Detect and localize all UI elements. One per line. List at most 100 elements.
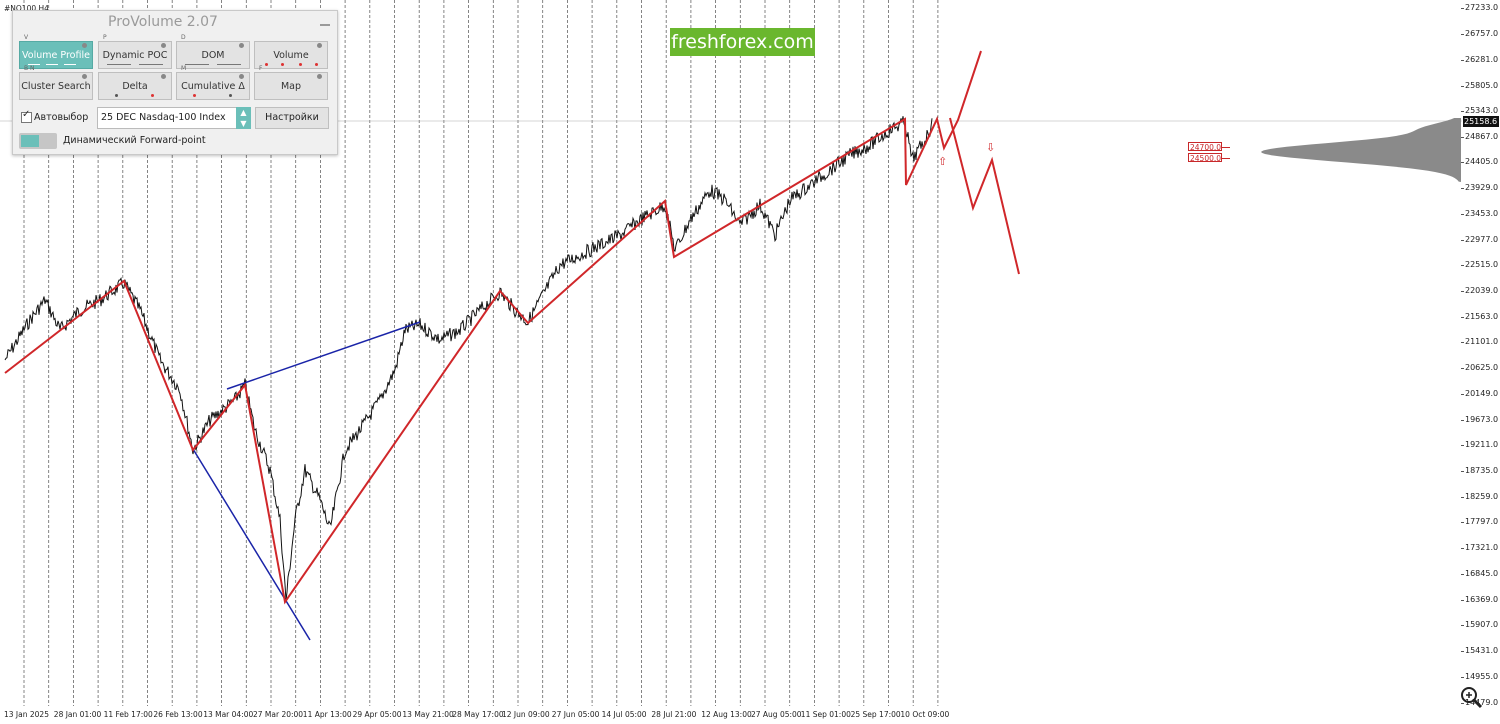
volume-button[interactable]: Volume bbox=[254, 41, 328, 69]
indicator-line bbox=[64, 64, 76, 65]
settings-dot-icon[interactable] bbox=[82, 43, 87, 48]
price-tick-label: 14479.0 bbox=[1460, 698, 1499, 707]
time-tick-label: 29 Apr 05:00 bbox=[352, 710, 402, 719]
time-tick-label: 28 Jan 01:00 bbox=[53, 710, 102, 719]
price-tick-label: 19673.0 bbox=[1460, 414, 1499, 424]
provolume-panel[interactable]: ProVolume 2.07 V Volume Profile P Dynami… bbox=[12, 10, 338, 155]
time-tick-label: 10 Oct 09:00 bbox=[900, 710, 950, 719]
button-label: Volume Profile bbox=[22, 50, 90, 61]
settings-dot-icon[interactable] bbox=[239, 74, 244, 79]
button-label: Delta bbox=[122, 81, 148, 92]
settings-dot-icon[interactable] bbox=[161, 43, 166, 48]
price-tick-label: 22515.0 bbox=[1460, 260, 1499, 270]
forward-point-toggle[interactable] bbox=[19, 133, 57, 149]
forward-point-label: Динамический Forward-point bbox=[63, 135, 206, 146]
price-tick-label: 26757.0 bbox=[1460, 28, 1499, 38]
settings-button[interactable]: Настройки bbox=[255, 107, 329, 129]
zoom-icon[interactable] bbox=[1458, 684, 1484, 710]
price-tick-label: 15431.0 bbox=[1460, 646, 1499, 656]
autoselect-checkbox[interactable]: Автовыбор bbox=[21, 109, 89, 123]
price-tick-label: 26281.0 bbox=[1460, 54, 1499, 64]
volume-profile-button[interactable]: V Volume Profile bbox=[19, 34, 93, 69]
time-tick-label: 13 May 21:00 bbox=[402, 710, 454, 719]
down-arrow-icon: ⇩ bbox=[986, 141, 995, 154]
level-label-upper[interactable]: 24700.0 bbox=[1188, 142, 1222, 152]
up-arrow-icon: ⇧ bbox=[938, 155, 947, 168]
price-tick-label: 22977.0 bbox=[1460, 234, 1499, 244]
indicator-line bbox=[185, 64, 209, 65]
red-marker bbox=[151, 94, 154, 97]
level-marker-upper bbox=[1222, 147, 1230, 148]
price-tick-label: 24867.0 bbox=[1460, 131, 1499, 141]
marker bbox=[115, 94, 118, 97]
time-tick-label: 12 Aug 13:00 bbox=[701, 710, 752, 719]
settings-dot-icon[interactable] bbox=[317, 74, 322, 79]
hotkey-label: M bbox=[181, 65, 187, 72]
price-tick-label: 18259.0 bbox=[1460, 492, 1499, 502]
red-marker bbox=[193, 94, 196, 97]
indicator-line bbox=[107, 64, 131, 65]
cluster-search-button[interactable]: B N Cluster Search bbox=[19, 65, 93, 100]
chevron-updown-icon[interactable]: ▲ ▼ bbox=[236, 107, 251, 129]
toggle-knob bbox=[21, 135, 39, 147]
time-tick-label: 26 Feb 13:00 bbox=[153, 710, 203, 719]
watermark: freshforex.com bbox=[670, 28, 815, 56]
price-tick-label: 19211.0 bbox=[1460, 440, 1499, 450]
price-tick-label: 17321.0 bbox=[1460, 543, 1499, 553]
price-series bbox=[4, 116, 933, 601]
dynamic-poc-button[interactable]: P Dynamic POC bbox=[98, 34, 172, 69]
current-price-label: 25158.6 bbox=[1463, 116, 1499, 127]
price-tick-label: 16845.0 bbox=[1460, 569, 1499, 579]
price-tick-label: 25343.0 bbox=[1460, 105, 1499, 115]
hotkey-label: D bbox=[181, 34, 186, 41]
hotkey-label: F bbox=[259, 65, 263, 72]
hotkey-label: P bbox=[103, 34, 107, 41]
time-tick-label: 13 Jan 2025 bbox=[4, 710, 49, 719]
price-tick-label: 15907.0 bbox=[1460, 620, 1499, 630]
indicator-line bbox=[46, 64, 58, 65]
price-tick-label: 24405.0 bbox=[1460, 157, 1499, 167]
button-label: DOM bbox=[201, 50, 225, 61]
settings-dot-icon[interactable] bbox=[82, 74, 87, 79]
price-tick-label: 25805.0 bbox=[1460, 80, 1499, 90]
indicator-line bbox=[28, 64, 40, 65]
price-tick-label: 21563.0 bbox=[1460, 311, 1499, 321]
price-tick-label: 23453.0 bbox=[1460, 208, 1499, 218]
price-axis[interactable]: 27233.0 26757.0 26281.0 25805.0 25343.0 24867… bbox=[1460, 0, 1500, 724]
button-label: Map bbox=[280, 81, 302, 92]
button-label: Dynamic POC bbox=[102, 50, 168, 61]
button-label: Volume bbox=[273, 50, 309, 61]
minimize-icon[interactable] bbox=[319, 17, 331, 27]
button-label: Cluster Search bbox=[21, 81, 91, 92]
zigzag-wave bbox=[4, 50, 982, 605]
map-button[interactable]: F Map bbox=[254, 65, 328, 100]
dom-button[interactable]: D DOM bbox=[176, 34, 250, 69]
delta-button[interactable]: Delta bbox=[98, 72, 172, 100]
level-label-lower[interactable]: 24500.0 bbox=[1188, 153, 1222, 163]
time-axis[interactable]: 13 Jan 2025 28 Jan 01:00 11 Feb 17:00 26 Fe… bbox=[0, 706, 1462, 724]
trendline-lower bbox=[192, 448, 311, 641]
symbol-label: #NQ100,H4 bbox=[4, 4, 49, 13]
indicator-line bbox=[139, 64, 163, 65]
volume-profile-histogram bbox=[1261, 118, 1461, 182]
price-tick-label: 23929.0 bbox=[1460, 183, 1499, 193]
time-tick-label: 27 Mar 20:00 bbox=[253, 710, 304, 719]
trendline-upper bbox=[226, 321, 421, 390]
hotkey-label: V bbox=[24, 34, 29, 41]
price-tick-label: 14955.0 bbox=[1460, 672, 1499, 682]
autoselect-label: Автовыбор bbox=[34, 112, 89, 123]
settings-dot-icon[interactable] bbox=[239, 43, 244, 48]
instrument-select[interactable]: 25 DEC Nasdaq-100 Index ▲ ▼ bbox=[97, 107, 251, 129]
button-label: Cumulative Δ bbox=[181, 81, 245, 92]
price-tick-label: 21101.0 bbox=[1460, 337, 1499, 347]
settings-dot-icon[interactable] bbox=[317, 43, 322, 48]
time-tick-label: 14 Jul 05:00 bbox=[601, 710, 647, 719]
price-tick-label: 27233.0 bbox=[1460, 3, 1499, 12]
settings-dot-icon[interactable] bbox=[161, 74, 166, 79]
time-tick-label: 28 Jul 21:00 bbox=[651, 710, 697, 719]
time-tick-label: 27 Aug 05:00 bbox=[751, 710, 802, 719]
price-tick-label: 16369.0 bbox=[1460, 595, 1499, 604]
checkbox-icon[interactable] bbox=[21, 109, 32, 123]
price-tick-label: 20149.0 bbox=[1460, 389, 1499, 399]
cumulative-delta-button[interactable]: M Cumulative Δ bbox=[176, 65, 250, 100]
